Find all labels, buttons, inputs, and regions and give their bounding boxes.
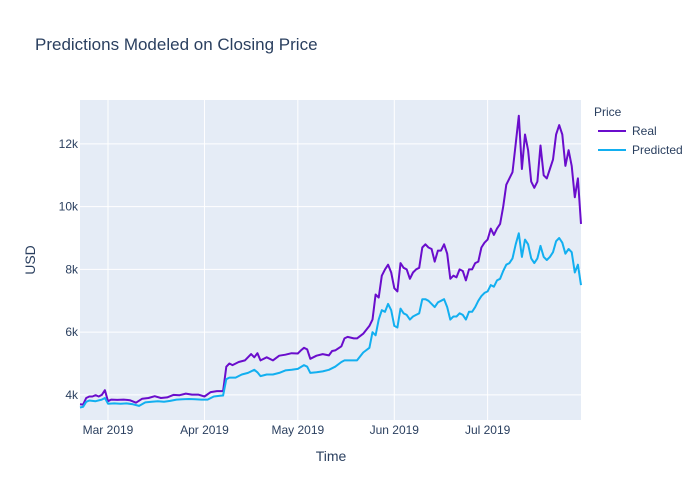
y-tick-label: 8k: [65, 262, 79, 276]
x-axis-title: Time: [316, 448, 347, 464]
plot-area: [80, 100, 581, 420]
x-tick-label: Apr 2019: [180, 423, 229, 437]
x-tick-label: May 2019: [271, 423, 324, 437]
x-tick-label: Mar 2019: [83, 423, 134, 437]
y-axis-title: USD: [22, 245, 38, 275]
series-line-real: [79, 114, 582, 406]
data-series: [79, 114, 582, 409]
x-tick-label: Jun 2019: [370, 423, 420, 437]
y-tick-label: 12k: [59, 137, 79, 151]
y-axis-ticks: 4k 6k 8k 10k 12k: [59, 137, 79, 402]
series-line-predicted: [79, 232, 582, 409]
grid-lines: [80, 100, 581, 420]
y-tick-label: 4k: [65, 388, 79, 402]
legend-label-predicted: Predicted: [632, 143, 683, 157]
legend: Price Real Predicted: [594, 105, 683, 157]
x-axis-ticks: Mar 2019 Apr 2019 May 2019 Jun 2019 Jul 2019: [83, 423, 511, 437]
chart-title: Predictions Modeled on Closing Price: [35, 35, 318, 54]
legend-title: Price: [594, 105, 622, 119]
x-tick-label: Jul 2019: [465, 423, 511, 437]
legend-label-real: Real: [632, 124, 657, 138]
y-tick-label: 10k: [59, 200, 79, 214]
y-tick-label: 6k: [65, 325, 79, 339]
